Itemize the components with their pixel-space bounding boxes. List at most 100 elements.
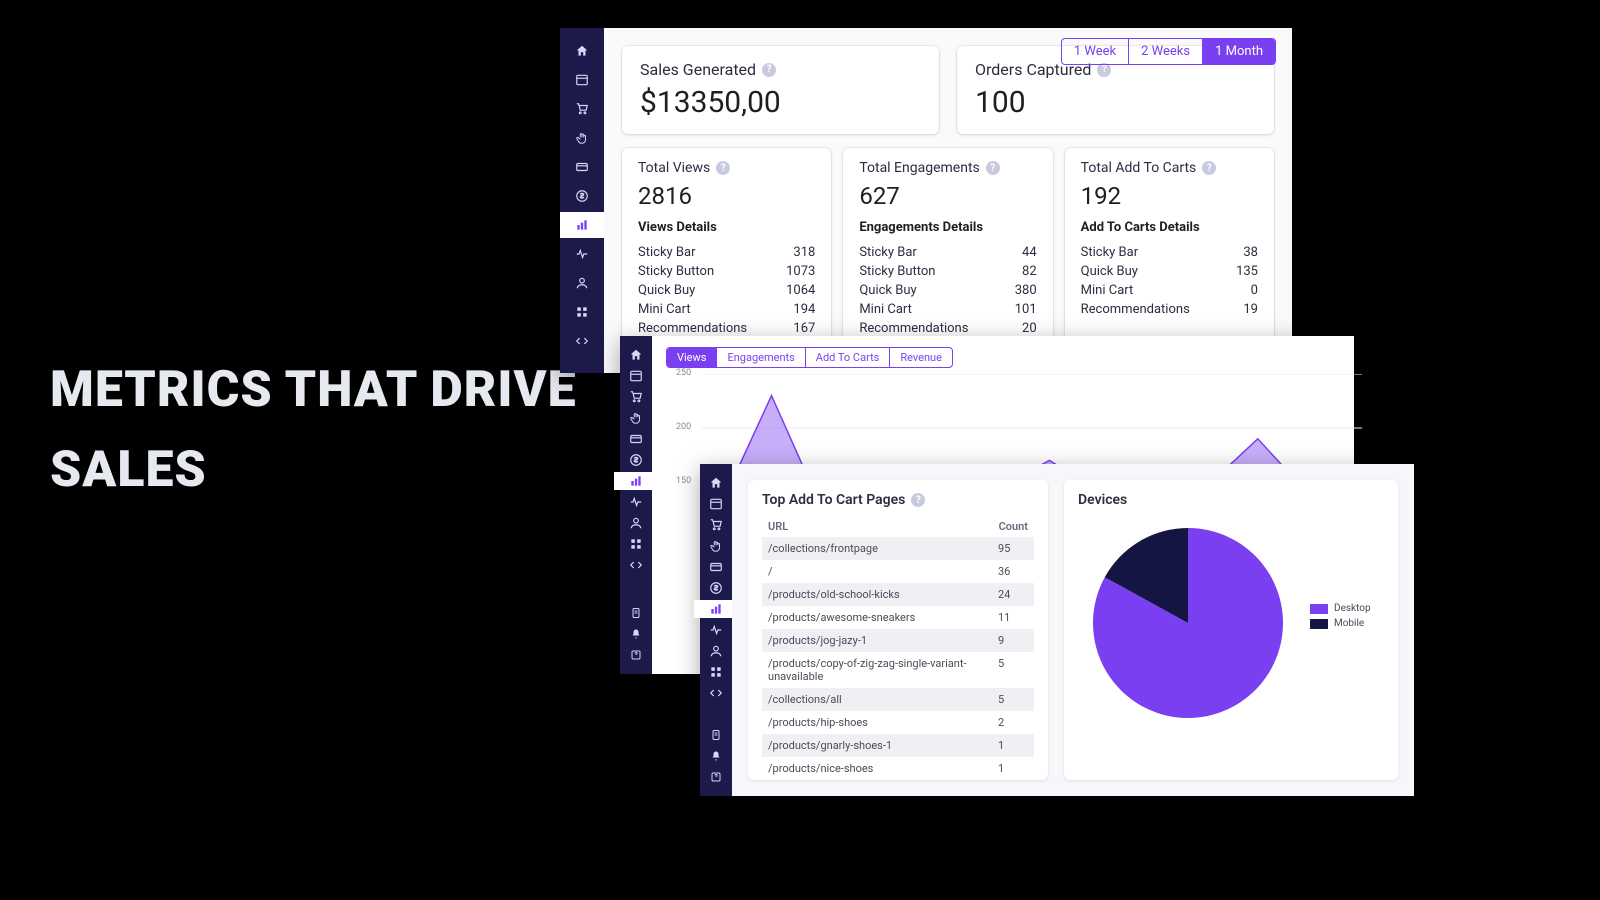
chart-tab[interactable]: Engagements	[717, 348, 805, 367]
info-icon[interactable]: ?	[986, 161, 1000, 175]
table-row: /products/hip-shoes2	[762, 711, 1034, 734]
row-count: 5	[998, 657, 1028, 683]
detail-value: 167	[793, 321, 815, 336]
detail-label: Recommendations	[638, 321, 747, 336]
row-count: 11	[998, 611, 1028, 624]
row-count: 24	[998, 588, 1028, 601]
info-icon[interactable]: ?	[716, 161, 730, 175]
row-url: /products/copy-of-zig-zag-single-variant…	[768, 657, 998, 683]
chart-tabs[interactable]: ViewsEngagementsAdd To CartsRevenue	[666, 347, 953, 368]
table-row: /products/gnarly-shoes-11	[762, 734, 1034, 757]
detail-value: 318	[793, 245, 815, 260]
table-header: URL Count	[762, 516, 1034, 537]
row-count: 1	[998, 762, 1028, 775]
stat-value: 192	[1081, 182, 1258, 210]
sales-card: Sales Generated ? $13350,00	[622, 46, 939, 134]
detail-row: Sticky Bar 44	[859, 243, 1036, 262]
chart-icon[interactable]	[560, 212, 604, 238]
detail-label: Mini Cart	[859, 302, 912, 317]
detail-value: 194	[793, 302, 815, 317]
dollar-icon[interactable]	[560, 183, 604, 209]
info-icon[interactable]: ?	[911, 493, 925, 507]
period-tab[interactable]: 2 Weeks	[1129, 39, 1203, 64]
home-icon[interactable]	[560, 38, 604, 64]
period-tab[interactable]: 1 Month	[1203, 39, 1275, 64]
detail-label: Sticky Bar	[1081, 245, 1138, 260]
devices-title: Devices	[1078, 492, 1384, 508]
detail-value: 135	[1236, 264, 1258, 279]
table-row: /products/copy-of-zig-zag-single-variant…	[762, 652, 1034, 688]
legend-item: Desktop	[1310, 603, 1371, 614]
orders-value: 100	[975, 85, 1256, 120]
detail-label: Quick Buy	[859, 283, 916, 298]
legend-swatch	[1310, 604, 1328, 614]
detail-label: Mini Cart	[1081, 283, 1134, 298]
period-tab[interactable]: 1 Week	[1062, 39, 1129, 64]
details-label: Engagements Details	[859, 220, 1036, 235]
detail-label: Sticky Bar	[859, 245, 916, 260]
detail-label: Sticky Bar	[638, 245, 695, 260]
detail-row: Mini Cart101	[859, 300, 1036, 319]
chart-tab[interactable]: Views	[667, 348, 717, 367]
stat-value: 2816	[638, 182, 815, 210]
card-icon[interactable]	[560, 154, 604, 180]
devices-legend: DesktopMobile	[1310, 603, 1371, 633]
table-row: /products/old-school-kicks24	[762, 583, 1034, 606]
row-url: /products/nice-shoes	[768, 762, 998, 775]
legend-label: Desktop	[1334, 603, 1371, 614]
table-row: /36	[762, 560, 1034, 583]
detail-row: Sticky Bar 318	[638, 243, 815, 262]
stat-title: Total Add To Carts	[1081, 160, 1197, 176]
detail-label: Recommendations	[1081, 302, 1190, 317]
detail-row: Quick Buy380	[859, 281, 1036, 300]
detail-value: 20	[1022, 321, 1037, 336]
row-url: /products/jog-jazy-1	[768, 634, 998, 647]
detail-value: 82	[1022, 264, 1037, 279]
detail-value: 1064	[786, 283, 815, 298]
row-count: 9	[998, 634, 1028, 647]
info-icon[interactable]: ?	[1202, 161, 1216, 175]
hand-icon[interactable]	[560, 125, 604, 151]
stat-card: Total Engagements?627Engagements Details…	[843, 148, 1052, 350]
detail-row: Sticky Bar38	[1081, 243, 1258, 262]
table-row: /products/jog-jazy-19	[762, 629, 1034, 652]
period-tabs[interactable]: 1 Week2 Weeks1 Month	[1061, 38, 1276, 65]
grid-icon[interactable]	[560, 299, 604, 325]
y-tick-label: 250	[676, 368, 691, 378]
chart-tab[interactable]: Add To Carts	[806, 348, 891, 367]
window-icon[interactable]	[560, 67, 604, 93]
col-count: Count	[999, 520, 1028, 533]
chart-tab[interactable]: Revenue	[890, 348, 952, 367]
row-url: /products/old-school-kicks	[768, 588, 998, 601]
detail-label: Sticky Button	[638, 264, 714, 279]
user-icon[interactable]	[560, 270, 604, 296]
detail-label: Quick Buy	[638, 283, 695, 298]
detail-value: 44	[1022, 245, 1037, 260]
detail-row: Sticky Button 82	[859, 262, 1036, 281]
row-count: 2	[998, 716, 1028, 729]
y-tick-label: 200	[676, 422, 691, 432]
stat-card: Total Add To Carts? 192 Add To Carts Detai…	[1065, 148, 1274, 350]
detail-label: Mini Cart	[638, 302, 691, 317]
devices-pie	[1078, 518, 1298, 718]
row-count: 36	[998, 565, 1028, 578]
row-url: /collections/frontpage	[768, 542, 998, 555]
stat-value: 627	[859, 182, 1036, 210]
table-row: /products/awesome-sneakers11	[762, 606, 1034, 629]
code-icon[interactable]	[560, 328, 604, 354]
table-row: /products/nice-shoes1	[762, 757, 1034, 780]
headline: METRICS THAT DRIVE SALES	[50, 350, 577, 510]
cart-icon[interactable]	[560, 96, 604, 122]
stat-card: Total Views?2816Views DetailsSticky Bar3…	[622, 148, 831, 350]
details-label: Add To Carts Details	[1081, 220, 1258, 235]
headline-line1: METRICS THAT DRIVE	[50, 350, 577, 430]
details-label: Views Details	[638, 220, 815, 235]
top-pages-card: Top Add To Cart Pages ? URL Count /colle…	[748, 480, 1048, 780]
y-tick-label: 150	[676, 476, 691, 486]
sidebar	[620, 336, 652, 674]
row-url: /	[768, 565, 998, 578]
info-icon[interactable]: ?	[762, 63, 776, 77]
pulse-icon[interactable]	[560, 241, 604, 267]
detail-label: Sticky Button	[859, 264, 935, 279]
devices-card: Devices DesktopMobile	[1064, 480, 1398, 780]
